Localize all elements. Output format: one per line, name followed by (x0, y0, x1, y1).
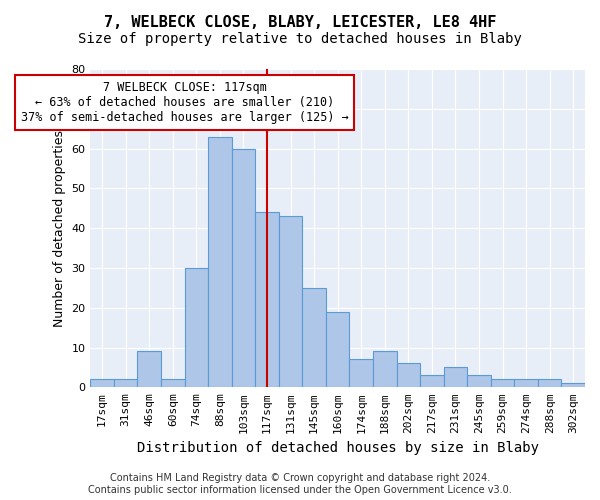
Bar (420, 376, 443, 388)
Bar (326, 312, 349, 388)
Bar (443, 368, 467, 388)
Text: 7 WELBECK CLOSE: 117sqm
← 63% of detached houses are smaller (210)
37% of semi-d: 7 WELBECK CLOSE: 117sqm ← 63% of detache… (20, 81, 349, 124)
Bar (91, 380, 114, 388)
Bar (208, 136, 232, 388)
Bar (562, 384, 585, 388)
Bar (137, 352, 161, 388)
Bar (514, 380, 538, 388)
Bar (349, 360, 373, 388)
Text: Contains HM Land Registry data © Crown copyright and database right 2024.
Contai: Contains HM Land Registry data © Crown c… (88, 474, 512, 495)
Bar (397, 364, 420, 388)
Bar (232, 148, 255, 388)
Bar (161, 380, 185, 388)
Bar (373, 352, 397, 388)
Y-axis label: Number of detached properties: Number of detached properties (53, 130, 66, 326)
Bar (467, 376, 491, 388)
Bar (185, 268, 208, 388)
Bar (302, 288, 326, 388)
Bar (255, 212, 279, 388)
X-axis label: Distribution of detached houses by size in Blaby: Distribution of detached houses by size … (137, 441, 539, 455)
Text: 7, WELBECK CLOSE, BLABY, LEICESTER, LE8 4HF: 7, WELBECK CLOSE, BLABY, LEICESTER, LE8 … (104, 15, 496, 30)
Bar (279, 216, 302, 388)
Bar (491, 380, 514, 388)
Bar (114, 380, 137, 388)
Bar (538, 380, 562, 388)
Text: Size of property relative to detached houses in Blaby: Size of property relative to detached ho… (78, 32, 522, 46)
